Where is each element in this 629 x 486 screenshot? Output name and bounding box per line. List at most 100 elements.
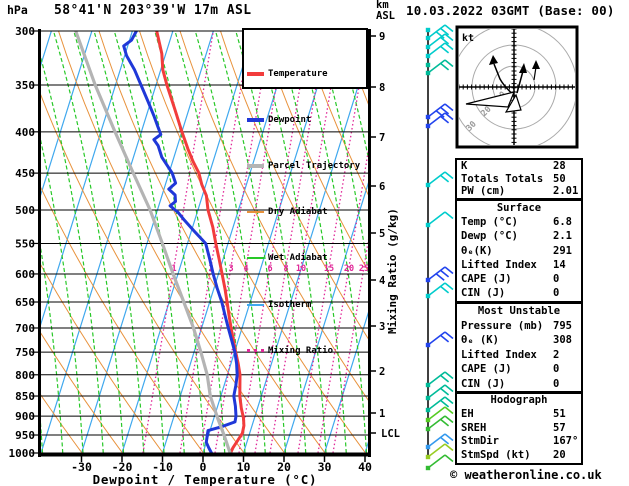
wind-barb-feather xyxy=(440,36,450,45)
mixing-ratio-value-label: 10 xyxy=(296,264,306,274)
km-tick-label: 1 xyxy=(379,408,385,420)
pressure-tick-label: 600 xyxy=(15,268,35,281)
mixing-ratio-value-label: 15 xyxy=(324,264,334,274)
wind-barb-feather xyxy=(444,33,454,42)
hodograph-trace xyxy=(493,63,517,98)
storm-motion-arrow xyxy=(465,91,515,108)
mixing-ratio-line xyxy=(142,31,214,453)
wind-barb-feather xyxy=(444,396,454,405)
wet-adiabat-line xyxy=(40,134,84,453)
surface-dewp-row: Dewp (°C) 2.1 xyxy=(461,230,572,243)
wind-barb-shaft xyxy=(427,211,446,226)
dewpoint-curve xyxy=(122,31,239,453)
pressure-tick-label: 750 xyxy=(15,346,35,359)
valid-datetime: 10.03.2022 03GMT (Base: 00) xyxy=(406,3,615,18)
wind-barb-dot xyxy=(425,62,431,68)
legend-label: Dewpoint xyxy=(268,115,312,126)
pressure-tick-label: 650 xyxy=(15,296,35,309)
surface-temp-row: Temp (°C) 6.8 xyxy=(461,216,572,229)
pressure-axis-unit: hPa xyxy=(7,3,28,17)
indices-panel: K 28 Totals Totals 50 PW (cm) 2.01 xyxy=(455,158,583,200)
mixing-ratio-line xyxy=(199,31,271,453)
wind-barb-feather xyxy=(440,334,450,343)
temp-tick-label: -30 xyxy=(71,460,92,474)
wind-barb-feather xyxy=(444,59,454,68)
dry-adiabat-line xyxy=(0,31,1,453)
copyright: © weatheronline.co.uk xyxy=(450,468,602,482)
wind-barb-feather xyxy=(440,374,450,383)
km-tick-label: 2 xyxy=(379,366,385,378)
wind-barb-dot xyxy=(425,27,431,33)
mixing-ratio-line xyxy=(238,31,310,453)
storm-motion-arrow xyxy=(504,93,522,113)
surface-panel: Surface Temp (°C) 6.8 Dewp (°C) 2.1 θₑ(K) 2… xyxy=(455,199,583,303)
wind-barb-shaft xyxy=(427,171,446,186)
mixing-ratio-axis-title: Mixing Ratio (g/kg) xyxy=(386,208,399,334)
wind-barb-feather xyxy=(440,62,450,71)
mixing-ratio-value-label: 20 xyxy=(344,264,354,274)
mixing-ratio-line xyxy=(269,31,341,453)
surface-theta-e-row: θₑ(K) 291 xyxy=(461,244,572,257)
mixing-ratio-value-label: 25 xyxy=(359,264,369,274)
most-unstable-panel-title: Most Unstable xyxy=(477,305,561,317)
asl-label: ASL xyxy=(376,10,395,22)
wind-barb-shaft xyxy=(427,112,446,127)
height-axis-unit: km ASL xyxy=(376,0,395,22)
wind-barb-shaft xyxy=(427,33,446,48)
mixing-ratio-value-label: 4 xyxy=(243,264,248,274)
surface-cape-row: CAPE (J) 0 xyxy=(461,273,560,286)
mixing-ratio-value-label: 1 xyxy=(171,264,176,274)
wet-adiabat-line xyxy=(133,31,206,453)
hodograph-ring-label: 20 xyxy=(479,105,493,119)
km-tick-label: 9 xyxy=(379,31,385,43)
wind-barb-feather xyxy=(444,415,454,424)
mixing-ratio-line xyxy=(297,31,368,453)
wind-barb-feather xyxy=(440,418,450,427)
pressure-tick-label: 350 xyxy=(15,79,35,92)
mixing-ratio-line xyxy=(214,31,286,453)
wind-barb-feather xyxy=(435,31,445,39)
mixing-ratio-value-label: 8 xyxy=(283,264,288,274)
legend-item-dewpoint: Dewpoint xyxy=(247,115,366,126)
wet-adiabat-line xyxy=(0,31,2,453)
sreh-row: SREH 57 xyxy=(461,421,566,434)
isotherm-line xyxy=(80,31,214,453)
height-axis: 9 8 7 6 5 4 3 2 1 LCL xyxy=(370,31,400,440)
isotherm-line xyxy=(40,31,174,453)
isotherm-line xyxy=(202,31,336,453)
wind-barb-feather xyxy=(444,211,454,220)
wind-barb-feather xyxy=(444,24,454,33)
temp-tick-label: 20 xyxy=(277,460,291,474)
isotherm-line xyxy=(121,31,255,453)
lcl-label: LCL xyxy=(381,428,400,440)
wind-barb-feather xyxy=(440,115,450,124)
most-unstable-panel: Most Unstable Pressure (mb) 795 θₑ (K) 308… xyxy=(455,302,583,393)
wet-adiabat-line xyxy=(154,31,226,453)
wind-barb-feather xyxy=(440,45,450,54)
legend-label: Isotherm xyxy=(268,299,312,310)
temp-tick-label: -10 xyxy=(152,460,173,474)
wet-adiabat-line xyxy=(52,31,125,453)
legend-item-isotherm: Isotherm xyxy=(247,299,366,310)
plot-background: 1 2 3 4 6 8 10 15 20 25 xyxy=(0,31,369,453)
wind-barb-feather xyxy=(440,27,450,36)
wind-barb-feather xyxy=(435,110,445,118)
mu-theta-e-row: θₑ (K) 308 xyxy=(461,334,572,346)
wind-barb-shaft xyxy=(427,396,446,411)
parcel-trajectory-curve xyxy=(74,31,232,453)
wind-barb-shaft xyxy=(427,415,446,430)
isotherm-line xyxy=(0,31,11,453)
mu-pressure-row: Pressure (mb) 795 xyxy=(461,319,572,332)
dry-adiabat-line xyxy=(58,31,285,453)
isotherm-line xyxy=(40,31,133,329)
wet-adiabat-line xyxy=(40,240,64,453)
temp-tick-label: 30 xyxy=(318,460,332,474)
wind-barb-feather xyxy=(444,103,454,112)
k-index-row: K 28 xyxy=(461,160,566,172)
km-tick-label: 6 xyxy=(379,181,385,193)
pw-row: PW (cm) 2.01 xyxy=(461,185,579,198)
wind-barb-feather xyxy=(444,171,454,180)
wind-barb-feather xyxy=(440,106,450,115)
hodograph-ring-label: 30 xyxy=(464,119,478,133)
